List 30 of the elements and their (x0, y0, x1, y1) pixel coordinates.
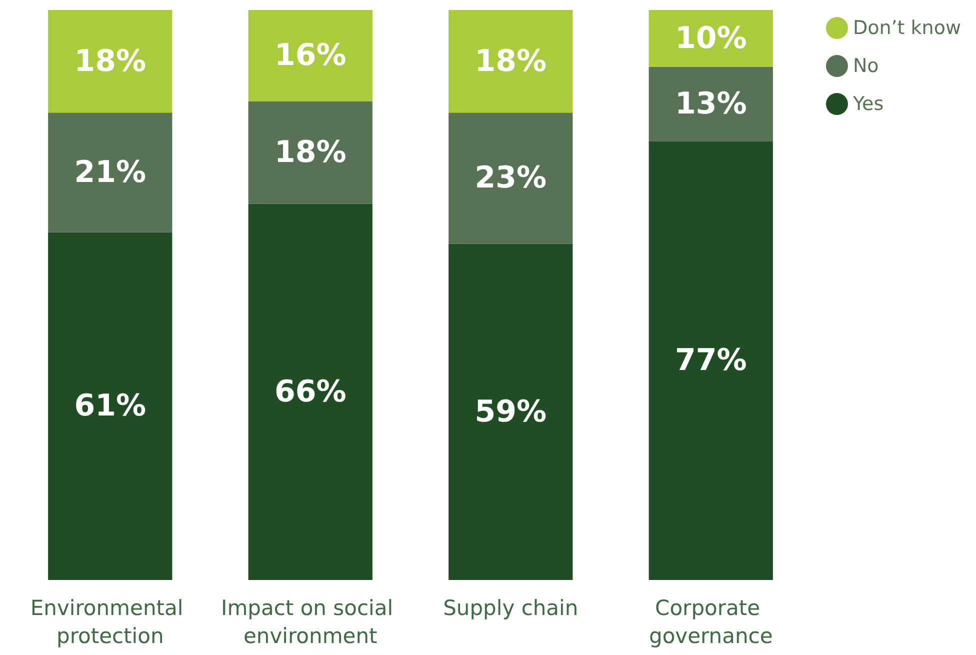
bar (448, 112, 573, 244)
bar (48, 112, 172, 232)
x-tick-label: Corporate governance (649, 596, 773, 648)
data-label: 66% (274, 374, 346, 410)
bar (448, 244, 573, 580)
bar (648, 141, 773, 580)
bar (48, 232, 172, 580)
data-label: 18% (74, 44, 146, 79)
bar (248, 101, 372, 204)
x-tick-label: Impact on social environment (221, 596, 400, 648)
data-label: 61% (74, 388, 146, 424)
data-label: 18% (274, 135, 346, 170)
data-label: 23% (474, 160, 547, 196)
x-tick-label: Environmental protection (30, 596, 190, 648)
bar (648, 67, 773, 142)
bar (48, 10, 172, 113)
data-label: 10% (674, 21, 747, 56)
data-label: 13% (674, 86, 747, 122)
bar (248, 204, 372, 580)
legend-label: Don’t know (852, 17, 962, 39)
data-label: 59% (474, 394, 547, 430)
data-label: 77% (674, 343, 747, 378)
legend-label: Yes (852, 93, 884, 115)
data-label: 18% (474, 44, 547, 79)
bar (248, 10, 372, 102)
data-label: 16% (274, 38, 346, 74)
legend-label: No (852, 55, 879, 77)
data-label: 21% (74, 154, 146, 190)
x-tick-label: Supply chain (443, 596, 578, 620)
bar (448, 10, 573, 113)
